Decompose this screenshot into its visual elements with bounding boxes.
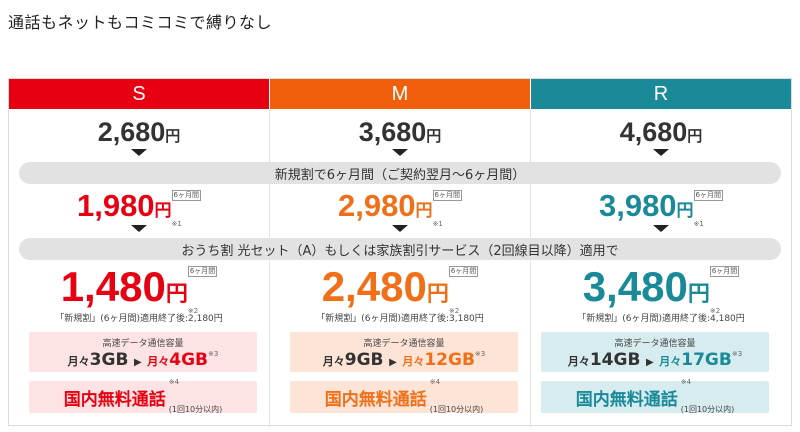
plan-r-call-box: 国内無料通話 ※4 (1回10分以内)	[541, 378, 769, 414]
plan-r-new-price: 3,980円6ヶ月間 ※1	[598, 188, 724, 228]
column-divider	[269, 109, 270, 427]
down-arrow-icon	[392, 225, 408, 232]
down-arrow-icon	[131, 225, 147, 232]
arrow-right-icon: ▶	[645, 357, 654, 368]
duration-tag: 6ヶ月間	[187, 266, 218, 277]
plan-s-name: S	[132, 82, 146, 105]
plan-r-base-price: 4,680円	[619, 117, 703, 147]
duration-tag: 6ヶ月間	[709, 266, 740, 277]
call-label: 国内無料通話	[63, 389, 166, 410]
column-divider	[530, 109, 531, 427]
duration-tag: 6ヶ月間	[448, 266, 479, 277]
plan-s-after-note: 「新規割」(6ヶ月間)適用終了後:2,180円	[55, 314, 223, 324]
plan-r-header: R	[531, 79, 791, 109]
plan-m-name: M	[391, 82, 409, 105]
down-arrow-icon	[653, 149, 669, 156]
plan-r-after-note: 「新規割」(6ヶ月間)適用終了後:4,180円	[577, 314, 745, 324]
duration-tag: 6ヶ月間	[432, 190, 463, 201]
call-label: 国内無料通話	[324, 389, 427, 410]
plan-r-name: R	[653, 82, 669, 105]
plan-m-base-price: 3,680円	[358, 117, 442, 147]
home-discount-band: おうち割 光セット（A）もしくは家族割引サービス（2回線目以降）適用で	[19, 238, 781, 260]
duration-tag: 6ヶ月間	[693, 190, 724, 201]
data-to: 12GB	[424, 350, 475, 370]
down-arrow-icon	[653, 225, 669, 232]
page-title: 通話もネットもコミコミで縛りなし	[8, 13, 273, 32]
plan-s-base-price: 2,680円	[97, 117, 181, 147]
plan-s-header: S	[9, 79, 269, 109]
plan-m-header: M	[270, 79, 530, 109]
down-arrow-icon	[131, 149, 147, 156]
plan-r-home-price: 3,480円6ヶ月間 ※2	[582, 263, 740, 315]
down-arrow-icon	[392, 149, 408, 156]
data-from: 9GB	[344, 350, 384, 370]
data-to: 17GB	[681, 350, 732, 370]
plan-m-after-note: 「新規割」(6ヶ月間)適用終了後:3,180円	[316, 314, 484, 324]
plan-s-new-price: 1,980円6ヶ月間 ※1	[76, 188, 202, 228]
duration-tag: 6ヶ月間	[171, 190, 202, 201]
plan-m-new-price: 2,980円6ヶ月間 ※1	[337, 188, 463, 228]
plan-s-data-box: 高速データ通信容量 月々3GB ▶ 月々4GB※3	[29, 332, 257, 372]
plan-m-call-box: 国内無料通話 ※4 (1回10分以内)	[290, 378, 518, 414]
call-label: 国内無料通話	[575, 389, 678, 410]
arrow-right-icon: ▶	[389, 357, 397, 368]
new-discount-band: 新規割で6ヶ月間（ご契約翌月〜6ヶ月間）	[19, 162, 781, 184]
plan-comparison-table: S M R 2,680円 3,680円 4,680円 新規割で6ヶ月間（ご契約翌…	[8, 78, 792, 427]
data-from: 3GB	[89, 350, 129, 370]
data-from: 14GB	[589, 350, 641, 370]
data-title: 高速データ通信容量	[102, 339, 184, 349]
plan-s-home-price: 1,480円6ヶ月間 ※2	[60, 263, 218, 315]
data-title: 高速データ通信容量	[614, 339, 696, 349]
plan-s-call-box: 国内無料通話 ※4 (1回10分以内)	[29, 378, 257, 414]
plan-m-home-price: 2,480円6ヶ月間 ※2	[321, 263, 479, 315]
data-to: 4GB	[169, 350, 209, 370]
data-title: 高速データ通信容量	[363, 339, 445, 349]
arrow-right-icon: ▶	[133, 357, 142, 368]
plan-m-data-box: 高速データ通信容量 月々9GB ▶ 月々12GB※3	[290, 332, 518, 372]
plan-r-data-box: 高速データ通信容量 月々14GB ▶ 月々17GB※3	[541, 332, 769, 372]
